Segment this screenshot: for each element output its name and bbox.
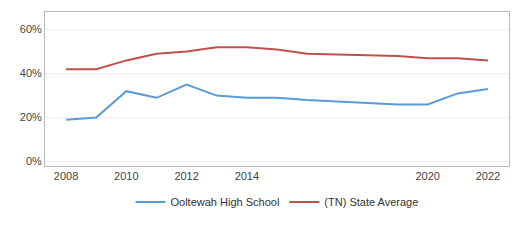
svg-text:(TN) State Average: (TN) State Average xyxy=(324,196,418,208)
svg-text:Ooltewah High School: Ooltewah High School xyxy=(171,196,280,208)
svg-text:2010: 2010 xyxy=(114,170,138,182)
svg-text:2020: 2020 xyxy=(415,170,439,182)
svg-text:2012: 2012 xyxy=(174,170,198,182)
svg-text:2008: 2008 xyxy=(54,170,78,182)
svg-text:0%: 0% xyxy=(26,155,42,167)
svg-text:40%: 40% xyxy=(20,67,42,79)
svg-text:60%: 60% xyxy=(20,23,42,35)
svg-text:20%: 20% xyxy=(20,111,42,123)
svg-text:2022: 2022 xyxy=(476,170,500,182)
svg-text:2014: 2014 xyxy=(235,170,259,182)
